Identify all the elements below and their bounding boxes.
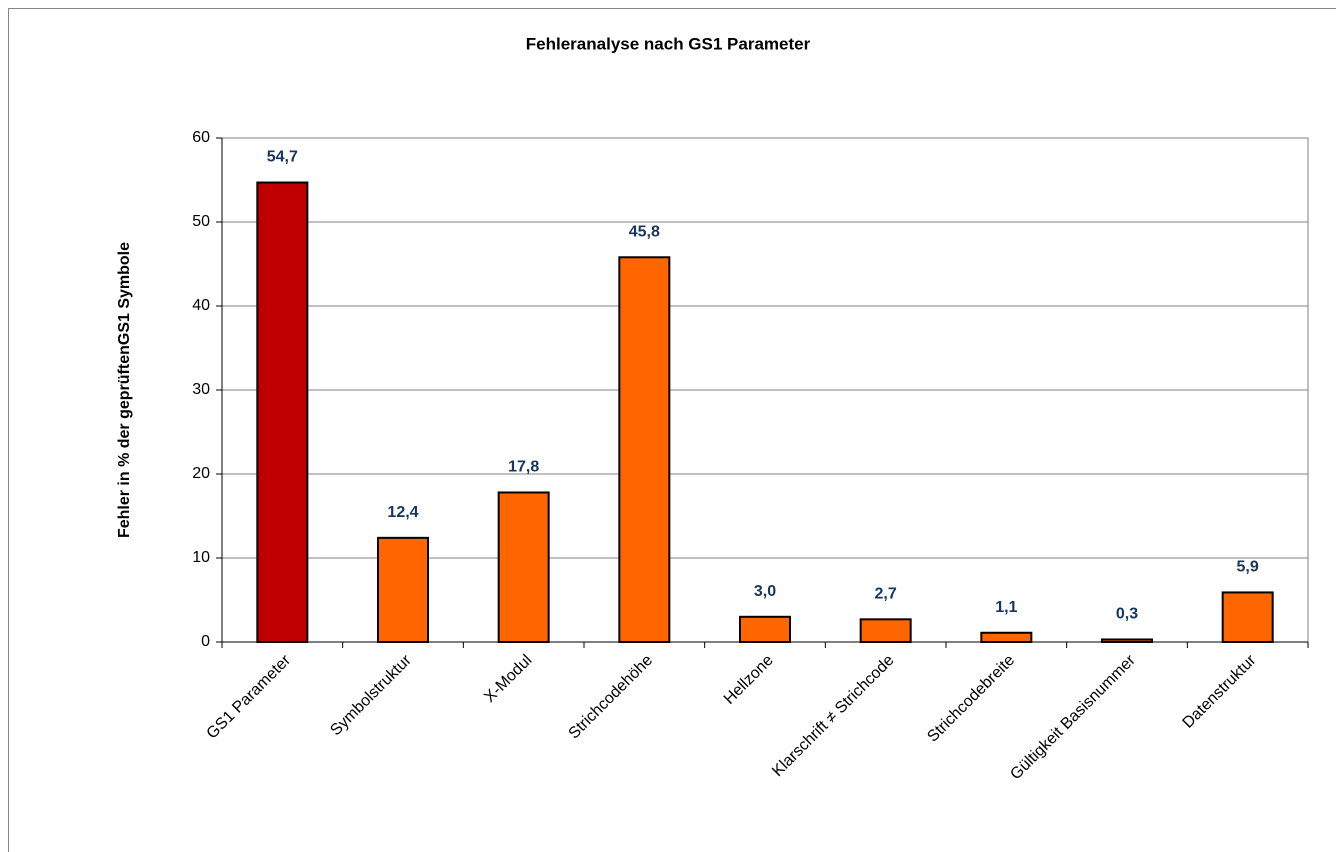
- x-tick-label: Strichcodehöhe: [566, 652, 657, 743]
- value-label: 45,8: [629, 223, 660, 240]
- x-tick-label: X-Modul: [481, 652, 535, 706]
- bar: [618, 256, 671, 643]
- x-tick-label: Datenstruktur: [1180, 651, 1260, 731]
- value-label: 3,0: [754, 583, 776, 600]
- value-label: 17,8: [508, 459, 539, 476]
- x-tick-label: Klarschrift ≠ Strichcode: [769, 652, 897, 780]
- chart-title: Fehleranalyse nach GS1 Parameter: [526, 34, 811, 53]
- y-tick-label: 10: [192, 549, 210, 566]
- chart-frame: [8, 8, 1336, 852]
- y-axis-label: Fehler in % der geprüftenGS1 Symbole: [116, 242, 133, 538]
- y-tick-label: 50: [192, 213, 210, 230]
- bar: [980, 631, 1033, 644]
- x-tick-label: Strichcodebreite: [924, 652, 1018, 746]
- value-label: 2,7: [875, 586, 897, 603]
- value-label: 12,4: [387, 504, 418, 521]
- bar: [256, 181, 309, 644]
- bar: [1221, 591, 1274, 644]
- bar: [497, 491, 550, 644]
- bar: [859, 618, 912, 644]
- y-tick-label: 20: [192, 465, 210, 482]
- y-tick-label: 30: [192, 381, 210, 398]
- value-label: 1,1: [995, 599, 1017, 616]
- x-tick-label: Gültigkeit Basisnummer: [1007, 651, 1139, 783]
- value-label: 5,9: [1237, 559, 1259, 576]
- y-tick-label: 40: [192, 297, 210, 314]
- value-label: 54,7: [267, 149, 298, 166]
- bar: [377, 536, 429, 644]
- y-tick-label: 0: [201, 633, 210, 650]
- x-tick-label: Symbolstruktur: [327, 651, 415, 739]
- bar: [739, 615, 791, 643]
- x-tick-label: Hellzone: [721, 652, 777, 708]
- x-tick-label: GS1 Parameter: [204, 651, 295, 742]
- value-label: 0,3: [1116, 606, 1138, 623]
- y-tick-label: 60: [192, 129, 210, 146]
